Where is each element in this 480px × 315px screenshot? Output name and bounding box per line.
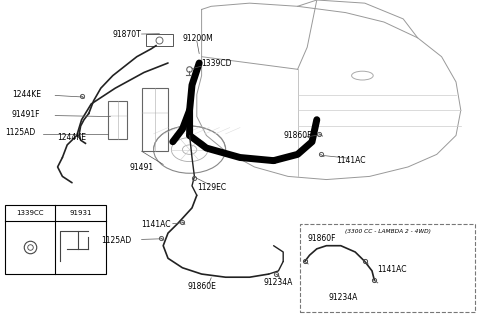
Text: 1244KE: 1244KE (58, 133, 86, 142)
Text: 91491F: 91491F (12, 110, 40, 119)
Text: 91860F: 91860F (283, 131, 312, 140)
Text: 91234A: 91234A (329, 293, 358, 302)
Text: 1125AD: 1125AD (101, 236, 131, 244)
Text: 1141AC: 1141AC (142, 220, 171, 229)
Text: 1339CD: 1339CD (202, 59, 232, 67)
Text: 91870T: 91870T (113, 30, 142, 38)
Text: 1141AC: 1141AC (336, 156, 365, 165)
Text: 91931: 91931 (69, 209, 92, 216)
Text: 91200M: 91200M (182, 34, 213, 43)
FancyBboxPatch shape (5, 205, 106, 274)
Text: 1129EC: 1129EC (197, 183, 226, 192)
Text: 91860F: 91860F (307, 234, 336, 243)
FancyBboxPatch shape (300, 224, 475, 312)
Text: 91860E: 91860E (187, 282, 216, 290)
Text: 1244KE: 1244KE (12, 90, 41, 99)
Text: 91491: 91491 (130, 163, 154, 172)
Text: (3300 CC - LAMBDA 2 - 4WD): (3300 CC - LAMBDA 2 - 4WD) (345, 229, 431, 234)
Text: 1125AD: 1125AD (5, 128, 35, 137)
Text: 1339CC: 1339CC (16, 209, 44, 216)
Text: 91234A: 91234A (263, 278, 292, 287)
Text: 1141AC: 1141AC (377, 265, 406, 274)
